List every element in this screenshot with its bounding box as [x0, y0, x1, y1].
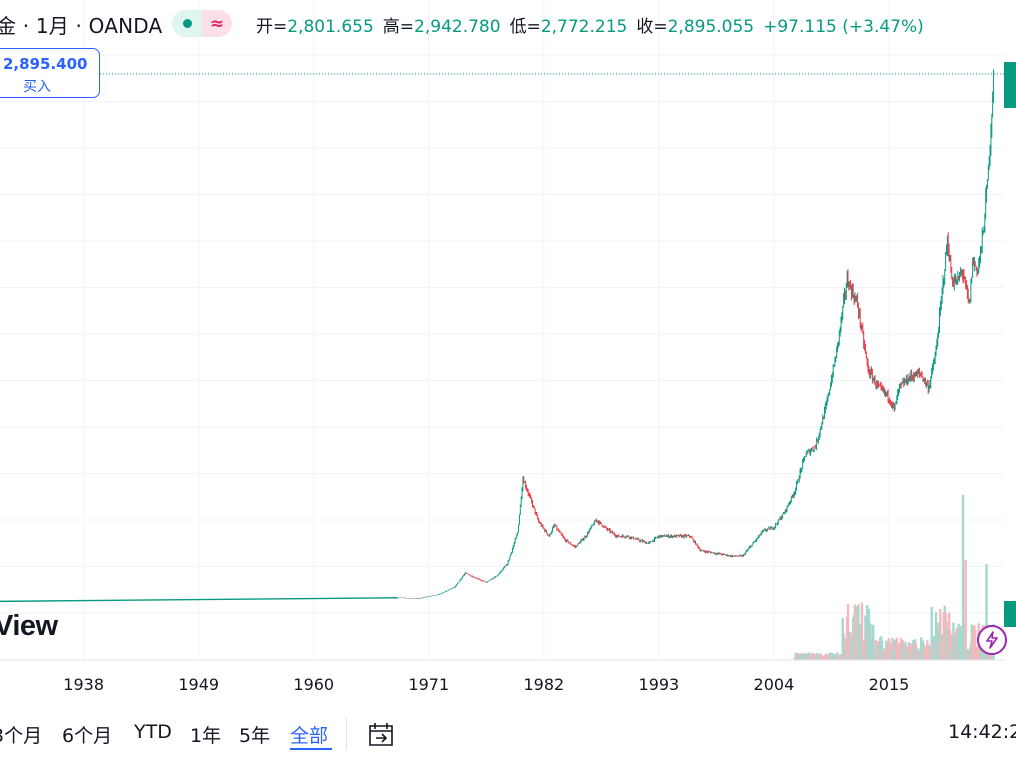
range-6m-button[interactable]: 6个月 [62, 725, 113, 747]
range-1y-button[interactable]: 1年 [190, 725, 222, 747]
volume-bar [964, 560, 967, 660]
x-axis: 1938 1949 1960 1971 1982 1993 2004 2015 [63, 675, 909, 694]
x-tick-label: 1949 [178, 675, 219, 694]
x-tick-label: 1982 [523, 675, 564, 694]
volume-bar [939, 608, 942, 660]
x-tick-label: 2015 [869, 675, 910, 694]
close-value: 2,895.055 [667, 17, 755, 37]
price-axis-marker [1004, 62, 1016, 108]
x-tick-label: 1938 [63, 675, 104, 694]
volume-bar [950, 634, 953, 660]
volume-bar [846, 604, 850, 660]
low-label: 低= [509, 17, 541, 37]
active-range-indicator [290, 748, 332, 750]
volume-bar [985, 564, 988, 660]
price-series [0, 69, 995, 603]
volume-bar [860, 602, 864, 660]
toolbar-divider [346, 718, 347, 750]
delayed-data-icon: ≈ [202, 10, 232, 37]
low-value: 2,772.215 [540, 17, 628, 37]
chart-header: 金 · 1月 · OANDA ≈ 开=2,801.655 高=2,942.780 低… [0, 0, 1016, 46]
x-tick-label: 1993 [639, 675, 680, 694]
range-toolbar: 3个月 6个月 YTD 1年 5年 全部 14:42:2 [0, 704, 1016, 762]
lightning-icon[interactable] [977, 625, 1007, 655]
open-value: 2,801.655 [287, 17, 374, 37]
market-status-pill[interactable]: ≈ [172, 10, 232, 37]
change-value: +97.115 (+3.47%) [763, 17, 924, 37]
open-label: 开= [256, 17, 288, 37]
price-line-early [0, 597, 398, 603]
volume-axis-marker [1004, 601, 1016, 627]
high-value: 2,942.780 [414, 17, 501, 37]
x-tick-label: 1960 [293, 675, 334, 694]
market-open-dot-icon [172, 10, 202, 37]
volume-bar [934, 611, 938, 660]
symbol-title[interactable]: 金 · 1月 · OANDA [0, 14, 163, 38]
buy-label: 买入 [23, 79, 51, 95]
range-3m-button[interactable]: 3个月 [0, 725, 43, 747]
volume-bar [819, 653, 823, 660]
volume-bar [920, 637, 923, 660]
volume-bar [872, 624, 875, 660]
chart-grid [0, 0, 1004, 660]
volume-bar [930, 606, 933, 660]
volume-bar [807, 652, 810, 660]
tradingview-watermark: View [0, 610, 58, 642]
volume-bar [849, 633, 852, 660]
x-tick-label: 1971 [408, 675, 449, 694]
range-all-button[interactable]: 全部 [290, 725, 329, 747]
close-label: 收= [636, 17, 668, 37]
volume-bar [974, 630, 977, 660]
x-tick-label: 2004 [754, 675, 795, 694]
volume-bar [889, 642, 892, 660]
volume-bar [958, 628, 961, 660]
buy-price: 2,895.400 [3, 55, 88, 73]
range-5y-button[interactable]: 5年 [239, 725, 271, 747]
volume-bar [816, 652, 819, 660]
volume-bar [898, 642, 901, 660]
volume-bar [960, 625, 963, 660]
clock-display[interactable]: 14:42:2 [948, 721, 1016, 743]
buy-button[interactable]: 2,895.400 买入 [0, 48, 100, 98]
volume-bar [864, 615, 867, 660]
volume-bar [910, 643, 913, 660]
ohlc-legend: 开=2,801.655 高=2,942.780 低=2,772.215 收=2,895… [256, 12, 924, 37]
high-label: 高= [382, 17, 415, 37]
volume-bar [961, 495, 965, 660]
range-ytd-button[interactable]: YTD [134, 721, 172, 743]
volume-bar [868, 622, 871, 660]
goto-date-icon[interactable] [366, 718, 398, 750]
